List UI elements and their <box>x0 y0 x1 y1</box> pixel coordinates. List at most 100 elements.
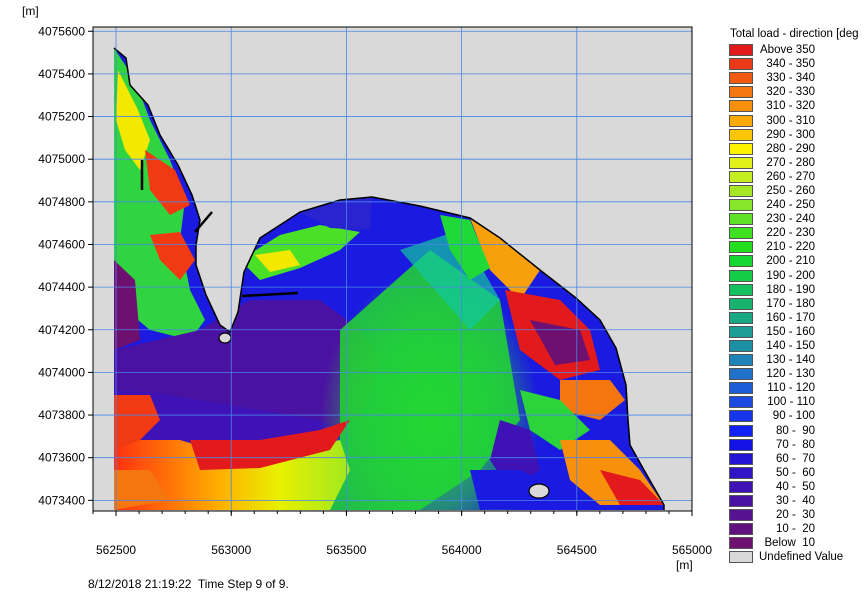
legend-item: 300 - 310 <box>726 113 865 127</box>
x-tick-label: 564500 <box>557 543 597 557</box>
legend-item: 140 - 150 <box>726 339 865 353</box>
legend-swatch <box>729 283 753 296</box>
legend-swatch <box>729 72 753 85</box>
legend-item: Below 10 <box>726 536 865 550</box>
legend-swatch <box>729 480 753 493</box>
legend-swatch <box>729 537 753 550</box>
legend-swatch <box>729 44 753 57</box>
legend-label: Below 10 <box>764 537 815 550</box>
legend-item: 10 - 20 <box>726 522 865 536</box>
y-tick-label: 4073600 <box>38 451 85 465</box>
legend-label: 20 - 30 <box>776 509 815 522</box>
legend: Total load - direction [deg Above 350 340… <box>726 27 865 564</box>
legend-item: 150 - 160 <box>726 325 865 339</box>
legend-label: 10 - 20 <box>776 523 815 536</box>
y-tick-label: 4073800 <box>38 408 85 422</box>
legend-item: 180 - 190 <box>726 283 865 297</box>
legend-swatch <box>729 58 753 71</box>
legend-item: 290 - 300 <box>726 128 865 142</box>
legend-swatch <box>729 170 753 183</box>
legend-label: 60 - 70 <box>776 452 815 465</box>
legend-item: 260 - 270 <box>726 170 865 184</box>
legend-item: 200 - 210 <box>726 254 865 268</box>
grid-lines <box>93 27 693 511</box>
legend-label: 80 - 90 <box>776 424 815 437</box>
x-tick-label: 563500 <box>326 543 366 557</box>
x-unit-label: [m] <box>676 558 693 572</box>
legend-item: 240 - 250 <box>726 198 865 212</box>
legend-swatch <box>729 269 753 282</box>
legend-swatch <box>729 199 753 212</box>
island <box>218 332 232 344</box>
legend-swatch <box>729 509 753 522</box>
legend-label: 100 - 110 <box>767 396 815 409</box>
legend-item: 220 - 230 <box>726 226 865 240</box>
legend-label: 50 - 60 <box>776 466 815 479</box>
legend-swatch <box>729 340 753 353</box>
y-tick-label: 4075600 <box>38 24 85 38</box>
legend-swatch <box>729 368 753 381</box>
y-tick-label: 4073400 <box>38 493 85 507</box>
breakwater <box>241 291 299 298</box>
y-unit-label: [m] <box>22 4 39 18</box>
legend-swatch <box>729 156 753 169</box>
y-tick-label: 4074400 <box>38 280 85 294</box>
legend-item: 130 - 140 <box>726 353 865 367</box>
legend-label: 140 - 150 <box>766 340 815 353</box>
legend-swatch <box>729 424 753 437</box>
plot-frame <box>92 26 693 512</box>
legend-label: 260 - 270 <box>766 170 815 183</box>
x-tick-label: 564000 <box>442 543 482 557</box>
legend-swatch <box>729 438 753 451</box>
legend-swatch <box>729 213 753 226</box>
legend-swatch <box>729 241 753 254</box>
legend-label: 290 - 300 <box>766 128 815 141</box>
legend-item: 170 - 180 <box>726 297 865 311</box>
legend-label: 200 - 210 <box>766 255 815 268</box>
legend-label: 280 - 290 <box>766 142 815 155</box>
legend-item: Above 350 <box>726 43 865 57</box>
legend-item: 330 - 340 <box>726 71 865 85</box>
legend-item: 80 - 90 <box>726 424 865 438</box>
legend-item: 340 - 350 <box>726 57 865 71</box>
legend-label: 160 - 170 <box>766 311 815 324</box>
legend-label: 190 - 200 <box>766 269 815 282</box>
legend-label: 340 - 350 <box>766 58 815 71</box>
x-axis: 562500 563000 563500 564000 564500 565000 <box>92 511 712 557</box>
legend-items: Above 350 340 - 350 330 - 340 320 - 330 310 … <box>726 43 865 564</box>
y-tick-label: 4074600 <box>38 237 85 251</box>
legend-label: 180 - 190 <box>766 283 815 296</box>
y-axis: 4075600 4075400 4075200 4075000 4074800 40746… <box>38 24 93 507</box>
legend-label: 110 - 120 <box>767 382 815 395</box>
legend-label: 320 - 330 <box>766 86 815 99</box>
legend-swatch <box>729 86 753 99</box>
legend-label: 330 - 340 <box>766 72 815 85</box>
legend-swatch <box>729 311 753 324</box>
legend-item: 60 - 70 <box>726 452 865 466</box>
legend-item: 320 - 330 <box>726 85 865 99</box>
legend-label: 130 - 140 <box>766 354 815 367</box>
x-tick-label: 565000 <box>672 543 712 557</box>
legend-item: 280 - 290 <box>726 142 865 156</box>
legend-label: 40 - 50 <box>776 480 815 493</box>
legend-item: 50 - 60 <box>726 466 865 480</box>
legend-label: 220 - 230 <box>766 227 815 240</box>
legend-item: 230 - 240 <box>726 212 865 226</box>
legend-item: 110 - 120 <box>726 381 865 395</box>
legend-label: Above 350 <box>760 44 815 57</box>
legend-swatch <box>729 495 753 508</box>
legend-item: 40 - 50 <box>726 480 865 494</box>
y-tick-label: 4074200 <box>38 323 85 337</box>
legend-item: 70 - 80 <box>726 438 865 452</box>
legend-swatch <box>729 114 753 127</box>
legend-swatch <box>729 523 753 536</box>
legend-swatch <box>729 396 753 409</box>
legend-label: 90 - 100 <box>772 410 815 423</box>
legend-swatch <box>729 551 753 564</box>
legend-item: 190 - 200 <box>726 269 865 283</box>
legend-item: 100 - 110 <box>726 395 865 409</box>
legend-swatch <box>729 354 753 367</box>
legend-item: Undefined Value <box>726 550 865 564</box>
legend-label: 240 - 250 <box>766 199 815 212</box>
